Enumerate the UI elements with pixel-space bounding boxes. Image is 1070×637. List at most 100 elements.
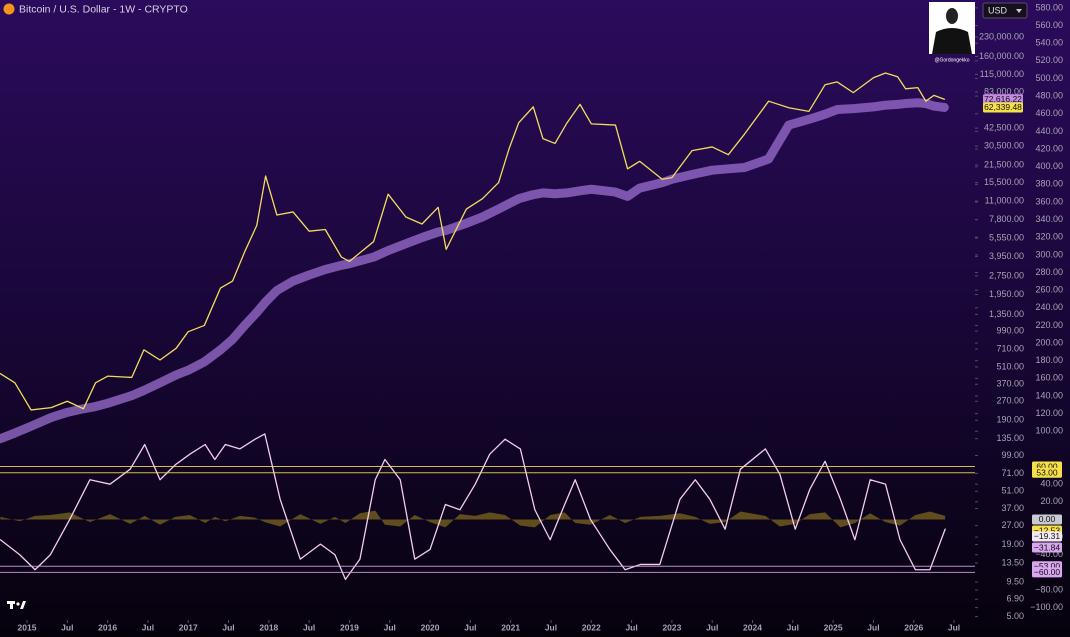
y-tick-label: 340.00 xyxy=(1035,214,1063,224)
x-tick-label: 2022 xyxy=(582,622,601,632)
y-tick-label: 420.00 xyxy=(1035,143,1063,153)
y-tick-label: 71.00 xyxy=(1001,468,1024,478)
y-tick-label: 180.00 xyxy=(1035,355,1063,365)
y-tick-label: 520.00 xyxy=(1035,55,1063,65)
value-box-label: 0.00 xyxy=(1039,514,1056,524)
caret xyxy=(1016,9,1022,13)
y-tick-label: 19.00 xyxy=(1001,539,1024,549)
y-tick-label: 120.00 xyxy=(1035,408,1063,418)
value-box xyxy=(983,94,1023,105)
x-tick-label: Jul xyxy=(222,622,234,632)
logo-part xyxy=(16,602,20,606)
y-tick-label: 115,000.00 xyxy=(980,69,1024,79)
y-tick-label: 13.50 xyxy=(1001,557,1024,567)
y-tick-label: 480.00 xyxy=(1035,91,1063,101)
y-tick-label: 37.00 xyxy=(1001,503,1024,513)
watermark: @Gordongekko xyxy=(934,57,969,63)
value-box-label: 72,616.22 xyxy=(984,94,1022,104)
avatar-suit xyxy=(932,28,972,54)
y-tick-label: −100.00 xyxy=(1030,602,1063,612)
y-tick-label: 20.00 xyxy=(1040,496,1063,506)
x-tick-label: Jul xyxy=(384,622,396,632)
x-tick-label: 2021 xyxy=(501,622,520,632)
avatar xyxy=(929,2,975,54)
y-tick-label: 540.00 xyxy=(1035,38,1063,48)
value-box xyxy=(1032,514,1062,525)
x-tick-label: Jul xyxy=(948,622,960,632)
value-box-label: 62,339.48 xyxy=(984,102,1022,112)
avatar-head xyxy=(946,8,958,24)
value-box-label: −53.00 xyxy=(1034,561,1061,571)
y-tick-label: 160,000.00 xyxy=(979,51,1024,61)
y-tick-label: 7,800.00 xyxy=(989,214,1024,224)
x-tick-label: 2025 xyxy=(824,622,843,632)
y-tick-label: 200.00 xyxy=(1035,337,1063,347)
y-tick-label: 990.00 xyxy=(996,325,1024,335)
y-tick-label: 3,950.00 xyxy=(989,251,1024,261)
chart-title: Bitcoin / U.S. Dollar - 1W - CRYPTO xyxy=(19,3,188,15)
y-tick-label: 380.00 xyxy=(1035,179,1063,189)
y-tick-label: 21,500.00 xyxy=(984,159,1024,169)
value-box-label: −12.53 xyxy=(1034,525,1061,535)
y-tick-label: 370.00 xyxy=(996,379,1024,389)
y-tick-label: 9.50 xyxy=(1006,576,1024,586)
y-tick-label: 230,000.00 xyxy=(979,31,1024,41)
x-tick-label: Jul xyxy=(61,622,73,632)
x-tick-label: Jul xyxy=(706,622,718,632)
x-tick-label: 2018 xyxy=(259,622,278,632)
value-box xyxy=(983,102,1023,113)
histogram-area xyxy=(0,510,946,528)
x-tick-label: Jul xyxy=(464,622,476,632)
x-tick-label: 2024 xyxy=(743,622,762,632)
y-tick-label: 15,500.00 xyxy=(984,177,1024,187)
y-tick-label: 83,000.00 xyxy=(984,86,1024,96)
moving-average-band xyxy=(0,98,949,444)
y-tick-label: 1,950.00 xyxy=(989,289,1024,299)
y-tick-label: 30,500.00 xyxy=(984,140,1024,150)
y-tick-label: 11,000.00 xyxy=(985,195,1024,205)
value-box-label: 53.00 xyxy=(1036,467,1058,477)
x-tick-label: 2023 xyxy=(662,622,681,632)
series-line xyxy=(0,433,946,581)
y-tick-label: −40.00 xyxy=(1035,549,1063,559)
value-box xyxy=(1032,467,1062,478)
y-tick-label: 560.00 xyxy=(1035,20,1063,30)
y-tick-label: 5.00 xyxy=(1006,611,1024,621)
y-tick-label: 300.00 xyxy=(1035,249,1063,259)
series-line xyxy=(0,72,946,411)
y-tick-label: 500.00 xyxy=(1035,73,1063,83)
y-tick-label: 320.00 xyxy=(1035,232,1063,242)
value-box-label: −60.00 xyxy=(1034,567,1061,577)
y-tick-label: 100.00 xyxy=(1035,426,1063,436)
y-tick-label: 240.00 xyxy=(1035,302,1063,312)
x-tick-label: Jul xyxy=(625,622,637,632)
value-box-label: −31.84 xyxy=(1034,542,1061,552)
x-tick-label: 2016 xyxy=(98,622,117,632)
coin-icon xyxy=(3,3,15,15)
x-tick-label: 2015 xyxy=(18,622,37,632)
x-tick-label: Jul xyxy=(545,622,557,632)
y-tick-label: 2,750.00 xyxy=(989,270,1024,280)
x-tick-label: Jul xyxy=(142,622,154,632)
y-tick-label: 160.00 xyxy=(1035,373,1063,383)
value-box xyxy=(1032,542,1062,553)
y-tick-label: 460.00 xyxy=(1035,108,1063,118)
x-tick-label: Jul xyxy=(303,622,315,632)
y-tick-label: 40.00 xyxy=(1040,479,1063,489)
x-tick-label: 2019 xyxy=(340,622,359,632)
y-tick-label: 99.00 xyxy=(1001,450,1024,460)
y-tick-label: 710.00 xyxy=(996,343,1024,353)
value-box-label: 60.00 xyxy=(1036,461,1058,471)
y-tick-label: 190.00 xyxy=(996,415,1024,425)
y-tick-label: 270.00 xyxy=(996,396,1024,406)
x-tick-label: Jul xyxy=(787,622,799,632)
x-tick-label: 2020 xyxy=(421,622,440,632)
y-tick-label: 1,350.00 xyxy=(989,309,1024,319)
currency-select[interactable] xyxy=(982,2,1028,19)
value-box xyxy=(1032,531,1062,542)
y-tick-label: 260.00 xyxy=(1035,285,1063,295)
